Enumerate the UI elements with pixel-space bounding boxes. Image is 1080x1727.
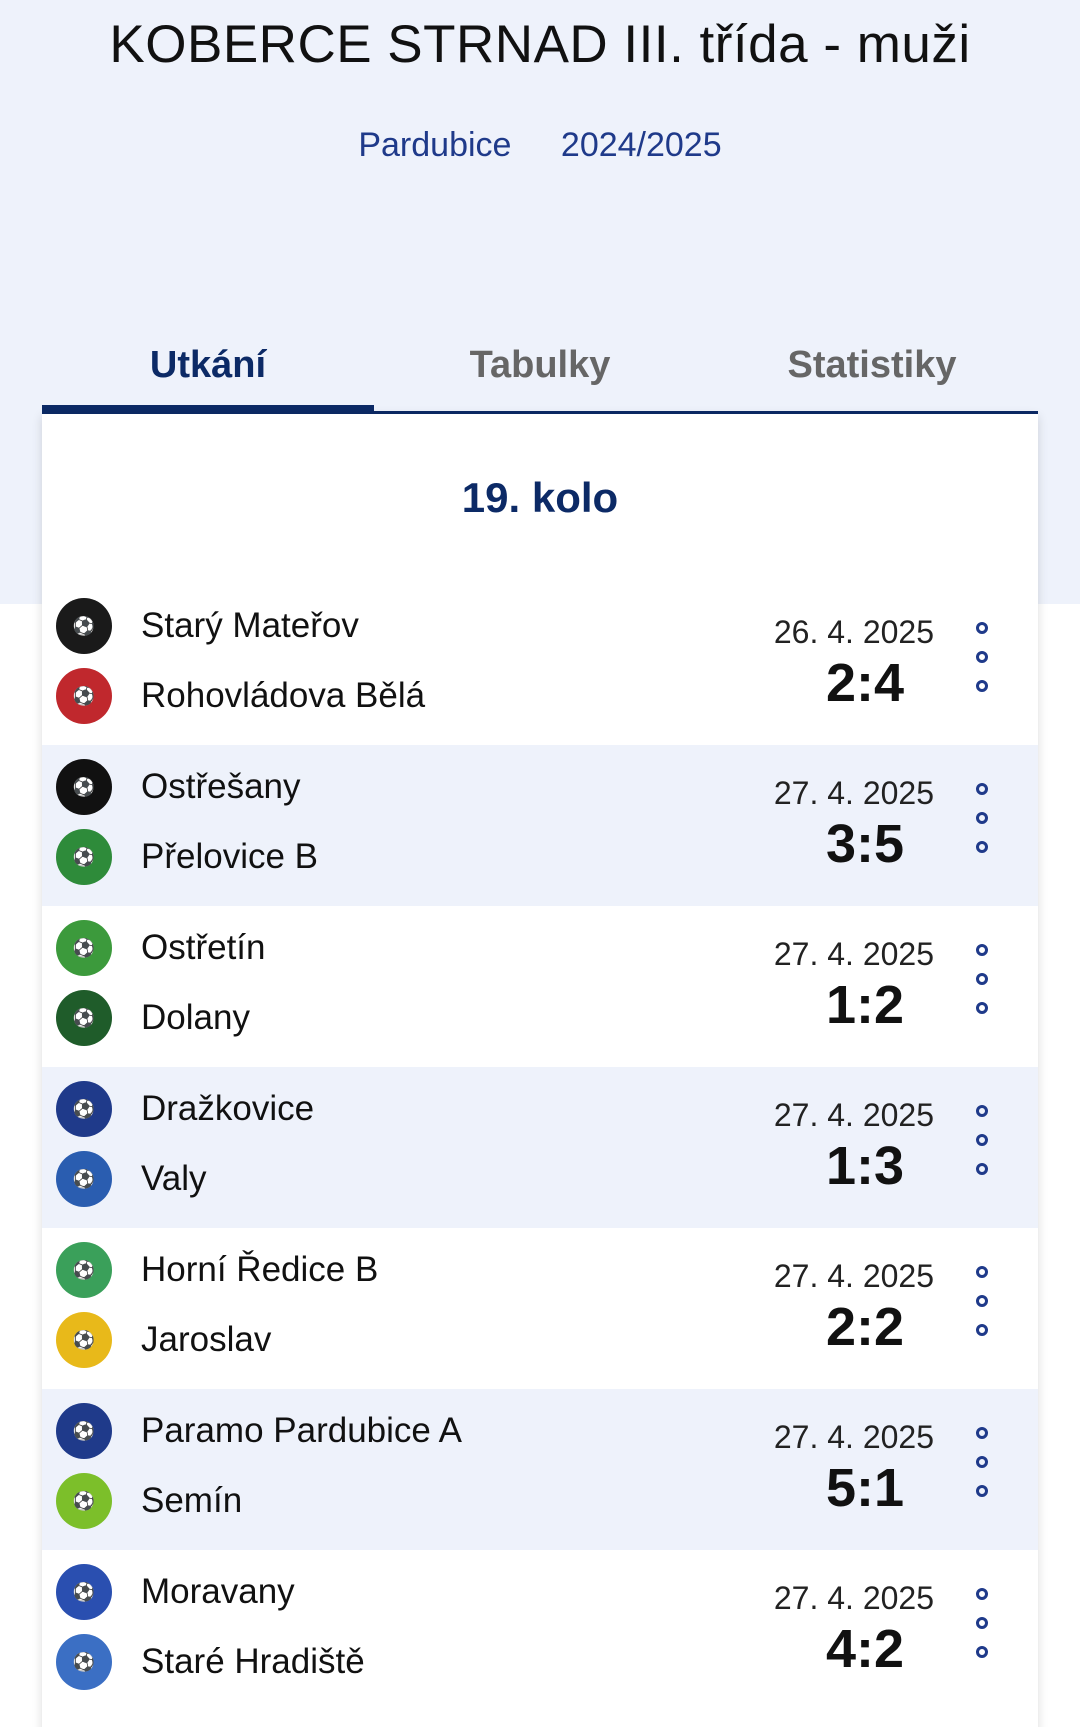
home-team-logo-icon: ⚽ — [56, 1081, 112, 1137]
more-options-icon[interactable] — [970, 783, 994, 853]
tab-bar: Utkání Tabulky Statistiky — [42, 330, 1038, 414]
tab-statistics[interactable]: Statistiky — [787, 344, 957, 386]
away-team-logo-icon: ⚽ — [56, 668, 112, 724]
match-row[interactable]: ⚽ Paramo Pardubice A ⚽ Semín 27. 4. 2025… — [42, 1389, 1038, 1550]
match-score: 1:3 — [825, 1136, 904, 1196]
league-title: KOBERCE STRNAD III. třída - muži — [109, 15, 971, 74]
away-team-logo-icon: ⚽ — [56, 1151, 112, 1207]
matches-card: 19. kolo ⚽ Starý Mateřov ⚽ Rohovládova B… — [42, 414, 1038, 1727]
home-team-logo-icon: ⚽ — [56, 920, 112, 976]
more-options-icon[interactable] — [970, 1427, 994, 1497]
match-date: 27. 4. 2025 — [773, 936, 934, 972]
match-row[interactable]: ⚽ Moravany ⚽ Staré Hradiště 27. 4. 2025 … — [42, 1550, 1038, 1711]
home-team-name: Moravany — [141, 1572, 295, 1611]
home-team-name: Starý Mateřov — [141, 606, 359, 645]
match-list: ⚽ Starý Mateřov ⚽ Rohovládova Bělá 26. 4… — [42, 584, 1038, 1711]
away-team-logo-icon: ⚽ — [56, 829, 112, 885]
match-date: 27. 4. 2025 — [773, 1097, 934, 1133]
match-date: 27. 4. 2025 — [773, 1258, 934, 1294]
more-options-icon[interactable] — [970, 1588, 994, 1658]
away-team-logo-icon: ⚽ — [56, 1312, 112, 1368]
away-team-name: Staré Hradiště — [141, 1642, 365, 1681]
away-team-name: Rohovládova Bělá — [141, 676, 426, 715]
home-team-logo-icon: ⚽ — [56, 598, 112, 654]
match-date: 27. 4. 2025 — [773, 1580, 934, 1616]
match-score: 2:4 — [825, 653, 904, 713]
more-options-icon[interactable] — [970, 1266, 994, 1336]
more-options-icon[interactable] — [970, 1105, 994, 1175]
away-team-name: Přelovice B — [141, 837, 319, 876]
home-team-name: Ostřešany — [141, 767, 301, 806]
match-date: 27. 4. 2025 — [773, 1419, 934, 1455]
away-team-name: Semín — [141, 1481, 243, 1520]
more-options-icon[interactable] — [970, 622, 994, 692]
region-link[interactable]: Pardubice — [358, 126, 512, 164]
away-team-logo-icon: ⚽ — [56, 990, 112, 1046]
home-team-name: Horní Ředice B — [141, 1250, 379, 1289]
match-score: 3:5 — [825, 814, 904, 874]
home-team-name: Dražkovice — [141, 1089, 315, 1128]
match-row[interactable]: ⚽ Horní Ředice B ⚽ Jaroslav 27. 4. 2025 … — [42, 1228, 1038, 1389]
tab-matches[interactable]: Utkání — [42, 330, 374, 414]
home-team-name: Paramo Pardubice A — [141, 1411, 463, 1450]
match-score: 4:2 — [825, 1619, 904, 1679]
match-score: 5:1 — [825, 1458, 904, 1518]
home-team-logo-icon: ⚽ — [56, 1564, 112, 1620]
away-team-logo-icon: ⚽ — [56, 1634, 112, 1690]
tab-tables[interactable]: Tabulky — [469, 344, 611, 386]
season-link[interactable]: 2024/2025 — [560, 126, 722, 164]
home-team-logo-icon: ⚽ — [56, 1242, 112, 1298]
home-team-name: Ostřetín — [141, 928, 266, 967]
match-date: 26. 4. 2025 — [773, 614, 934, 650]
match-date: 27. 4. 2025 — [773, 775, 934, 811]
round-title: 19. kolo — [461, 474, 619, 521]
home-team-logo-icon: ⚽ — [56, 759, 112, 815]
away-team-name: Valy — [141, 1159, 207, 1198]
more-options-icon[interactable] — [970, 944, 994, 1014]
away-team-logo-icon: ⚽ — [56, 1473, 112, 1529]
match-row[interactable]: ⚽ Starý Mateřov ⚽ Rohovládova Bělá 26. 4… — [42, 584, 1038, 745]
match-row[interactable]: ⚽ Ostřešany ⚽ Přelovice B 27. 4. 2025 3:… — [42, 745, 1038, 906]
match-row[interactable]: ⚽ Dražkovice ⚽ Valy 27. 4. 2025 1:3 — [42, 1067, 1038, 1228]
away-team-name: Dolany — [141, 998, 250, 1037]
match-score: 1:2 — [825, 975, 904, 1035]
match-score: 2:2 — [825, 1297, 904, 1357]
away-team-name: Jaroslav — [141, 1320, 272, 1359]
league-meta: Pardubice 2024/2025 — [0, 126, 1080, 165]
match-row[interactable]: ⚽ Ostřetín ⚽ Dolany 27. 4. 2025 1:2 — [42, 906, 1038, 1067]
home-team-logo-icon: ⚽ — [56, 1403, 112, 1459]
